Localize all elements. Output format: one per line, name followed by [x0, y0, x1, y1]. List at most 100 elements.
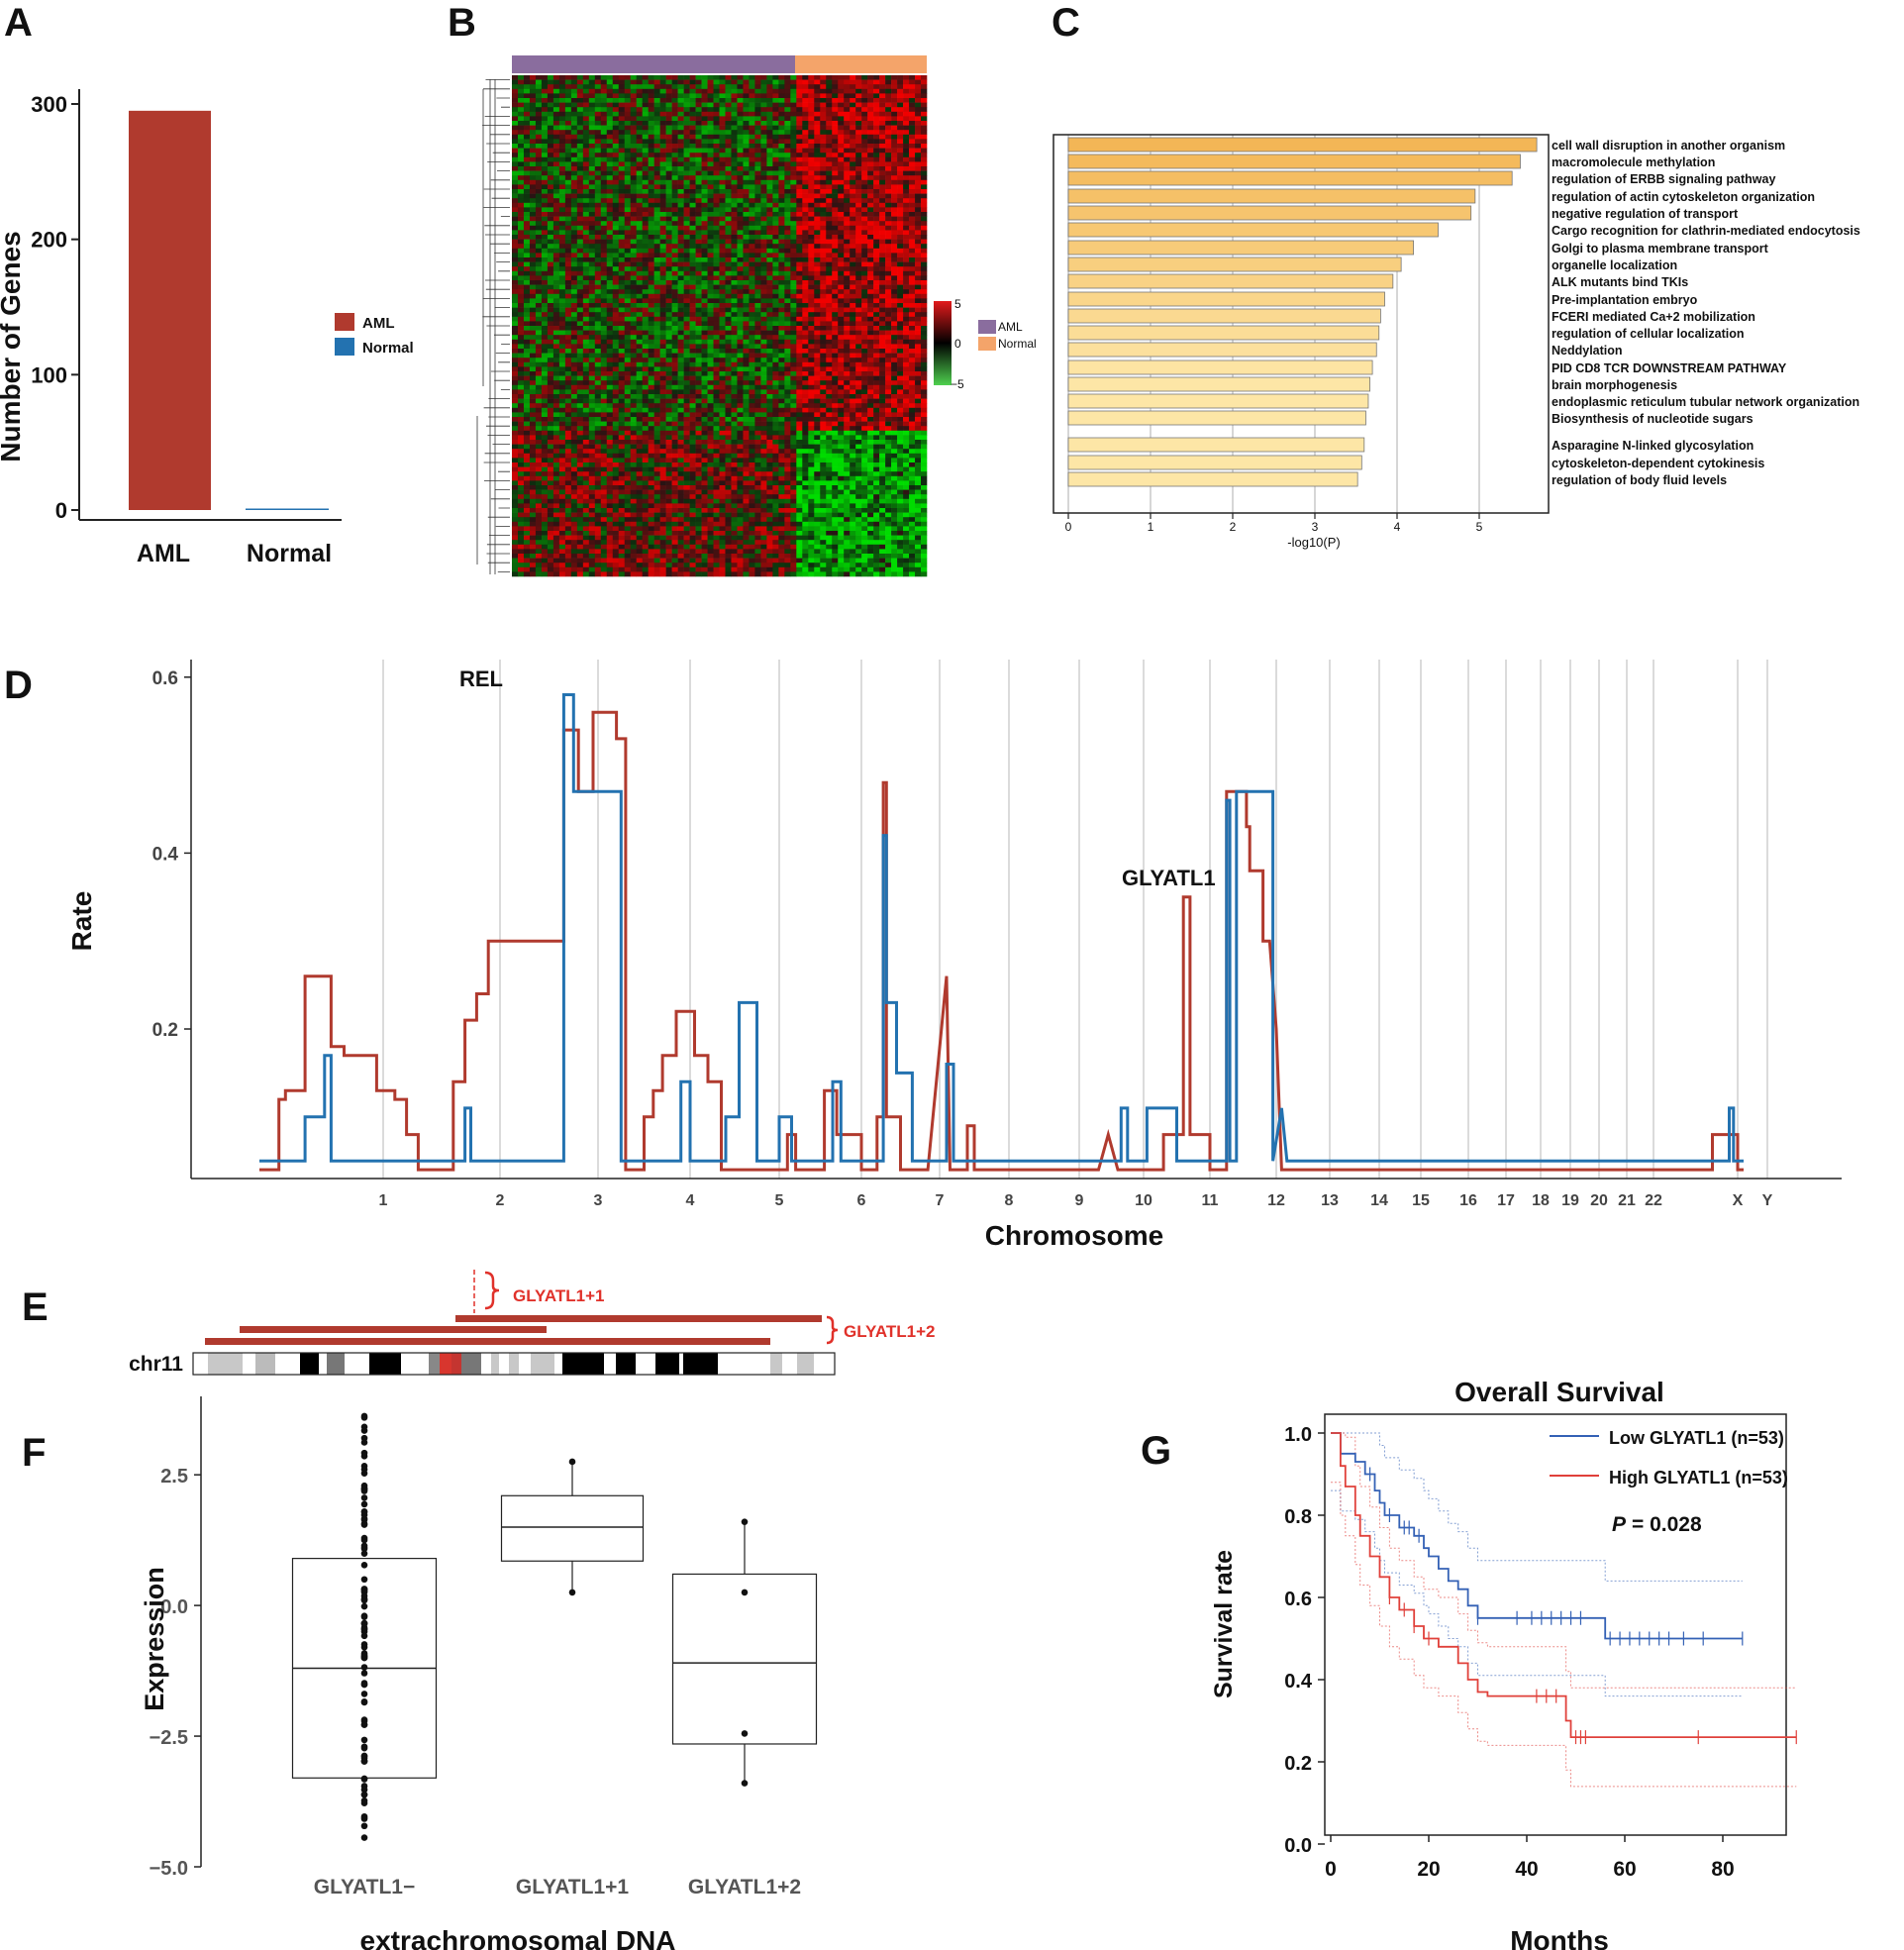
- heatmap-cell: [558, 166, 566, 171]
- heatmap-cell: [636, 384, 643, 390]
- heatmap-cell: [903, 248, 910, 254]
- heatmap-cell: [606, 339, 614, 345]
- heatmap-cell: [547, 193, 554, 199]
- heatmap-cell: [796, 179, 803, 185]
- heatmap-cell: [725, 225, 732, 231]
- heatmap-cell: [808, 257, 815, 262]
- heatmap-cell: [671, 75, 678, 80]
- heatmap-cell: [725, 121, 732, 126]
- heatmap-cell: [683, 88, 690, 94]
- heatmap-cell: [523, 371, 531, 376]
- heatmap-cell: [921, 375, 928, 381]
- heatmap-cell: [725, 366, 732, 372]
- heatmap-cell: [743, 248, 750, 254]
- heatmap-cell: [677, 198, 684, 204]
- heatmap-cell: [885, 257, 892, 262]
- heatmap-cell: [665, 344, 672, 350]
- heatmap-cell: [535, 198, 543, 204]
- heatmap-cell: [766, 202, 773, 208]
- heatmap-cell: [665, 189, 672, 194]
- heatmap-cell: [529, 179, 537, 185]
- heatmap-cell: [814, 248, 821, 254]
- heatmap-cell: [642, 326, 649, 331]
- heatmap-cell: [624, 303, 632, 308]
- heatmap-cell: [802, 389, 809, 395]
- heatmap-cell: [772, 202, 779, 208]
- heatmap-cell: [754, 161, 761, 167]
- heatmap-cell: [897, 380, 904, 386]
- heatmap-cell: [594, 371, 602, 376]
- heatmap-cell: [642, 179, 649, 185]
- heatmap-cell: [766, 339, 773, 345]
- heatmap-cell: [867, 193, 874, 199]
- heatmap-cell: [529, 293, 537, 299]
- heatmap-cell: [618, 394, 626, 399]
- heatmap-cell: [576, 375, 584, 381]
- heatmap-cell: [512, 384, 519, 390]
- heatmap-cell: [624, 121, 632, 126]
- heatmap-cell: [867, 349, 874, 354]
- heatmap-cell: [915, 179, 922, 185]
- heatmap-cell: [689, 216, 696, 222]
- heatmap-cell: [784, 248, 791, 254]
- heatmap-cell: [552, 102, 560, 108]
- heatmap-cell: [754, 366, 761, 372]
- heatmap-cell: [630, 326, 637, 331]
- heatmap-cell: [523, 156, 531, 162]
- heatmap-cell: [683, 321, 690, 327]
- heatmap-cell: [535, 184, 543, 190]
- heatmap-cell: [618, 371, 626, 376]
- heatmap-cell: [802, 75, 809, 80]
- heatmap-cell: [552, 153, 560, 158]
- heatmap-cell: [600, 153, 608, 158]
- heatmap-cell: [820, 125, 827, 131]
- heatmap-cell: [885, 248, 892, 254]
- heatmap-cell: [564, 153, 572, 158]
- heatmap-cell: [541, 339, 549, 345]
- heatmap-cell: [885, 307, 892, 313]
- heatmap-cell: [689, 139, 696, 145]
- heatmap-cell: [903, 88, 910, 94]
- heatmap-cell: [558, 244, 566, 250]
- heatmap-cell: [921, 225, 928, 231]
- heatmap-cell: [576, 344, 584, 350]
- heatmap-cell: [695, 293, 702, 299]
- heatmap-cell: [535, 189, 543, 194]
- heatmap-cell: [648, 280, 654, 285]
- heatmap-cell: [903, 75, 910, 80]
- heatmap-cell: [552, 384, 560, 390]
- heatmap-cell: [624, 280, 632, 285]
- heatmap-cell: [915, 303, 922, 308]
- heatmap-cell: [873, 75, 880, 80]
- heatmap-cell: [873, 130, 880, 136]
- heatmap-cell: [737, 253, 744, 258]
- heatmap-cell: [653, 394, 660, 399]
- heatmap-cell: [659, 266, 666, 272]
- heatmap-cell: [850, 316, 856, 322]
- heatmap-cell: [749, 316, 755, 322]
- heatmap-cell: [624, 93, 632, 99]
- heatmap-cell: [844, 75, 851, 80]
- heatmap-cell: [737, 139, 744, 145]
- heatmap-cell: [855, 212, 862, 217]
- heatmap-cell: [713, 293, 720, 299]
- heatmap-cell: [606, 389, 614, 395]
- heatmap-cell: [749, 184, 755, 190]
- heatmap-cell: [535, 239, 543, 245]
- heatmap-cell: [707, 266, 714, 272]
- heatmap-cell: [648, 139, 654, 145]
- heatmap-cell: [891, 207, 898, 213]
- heatmap-cell: [921, 216, 928, 222]
- heatmap-cell: [648, 358, 654, 363]
- heatmap-cell: [606, 221, 614, 227]
- heatmap-cell: [879, 253, 886, 258]
- heatmap-cell: [850, 335, 856, 341]
- heatmap-cell: [642, 230, 649, 236]
- heatmap-cell: [512, 130, 519, 136]
- heatmap-cell: [564, 384, 572, 390]
- heatmap-cell: [743, 84, 750, 90]
- heatmap-cell: [796, 248, 803, 254]
- heatmap-cell: [523, 303, 531, 308]
- heatmap-cell: [576, 253, 584, 258]
- heatmap-cell: [665, 75, 672, 80]
